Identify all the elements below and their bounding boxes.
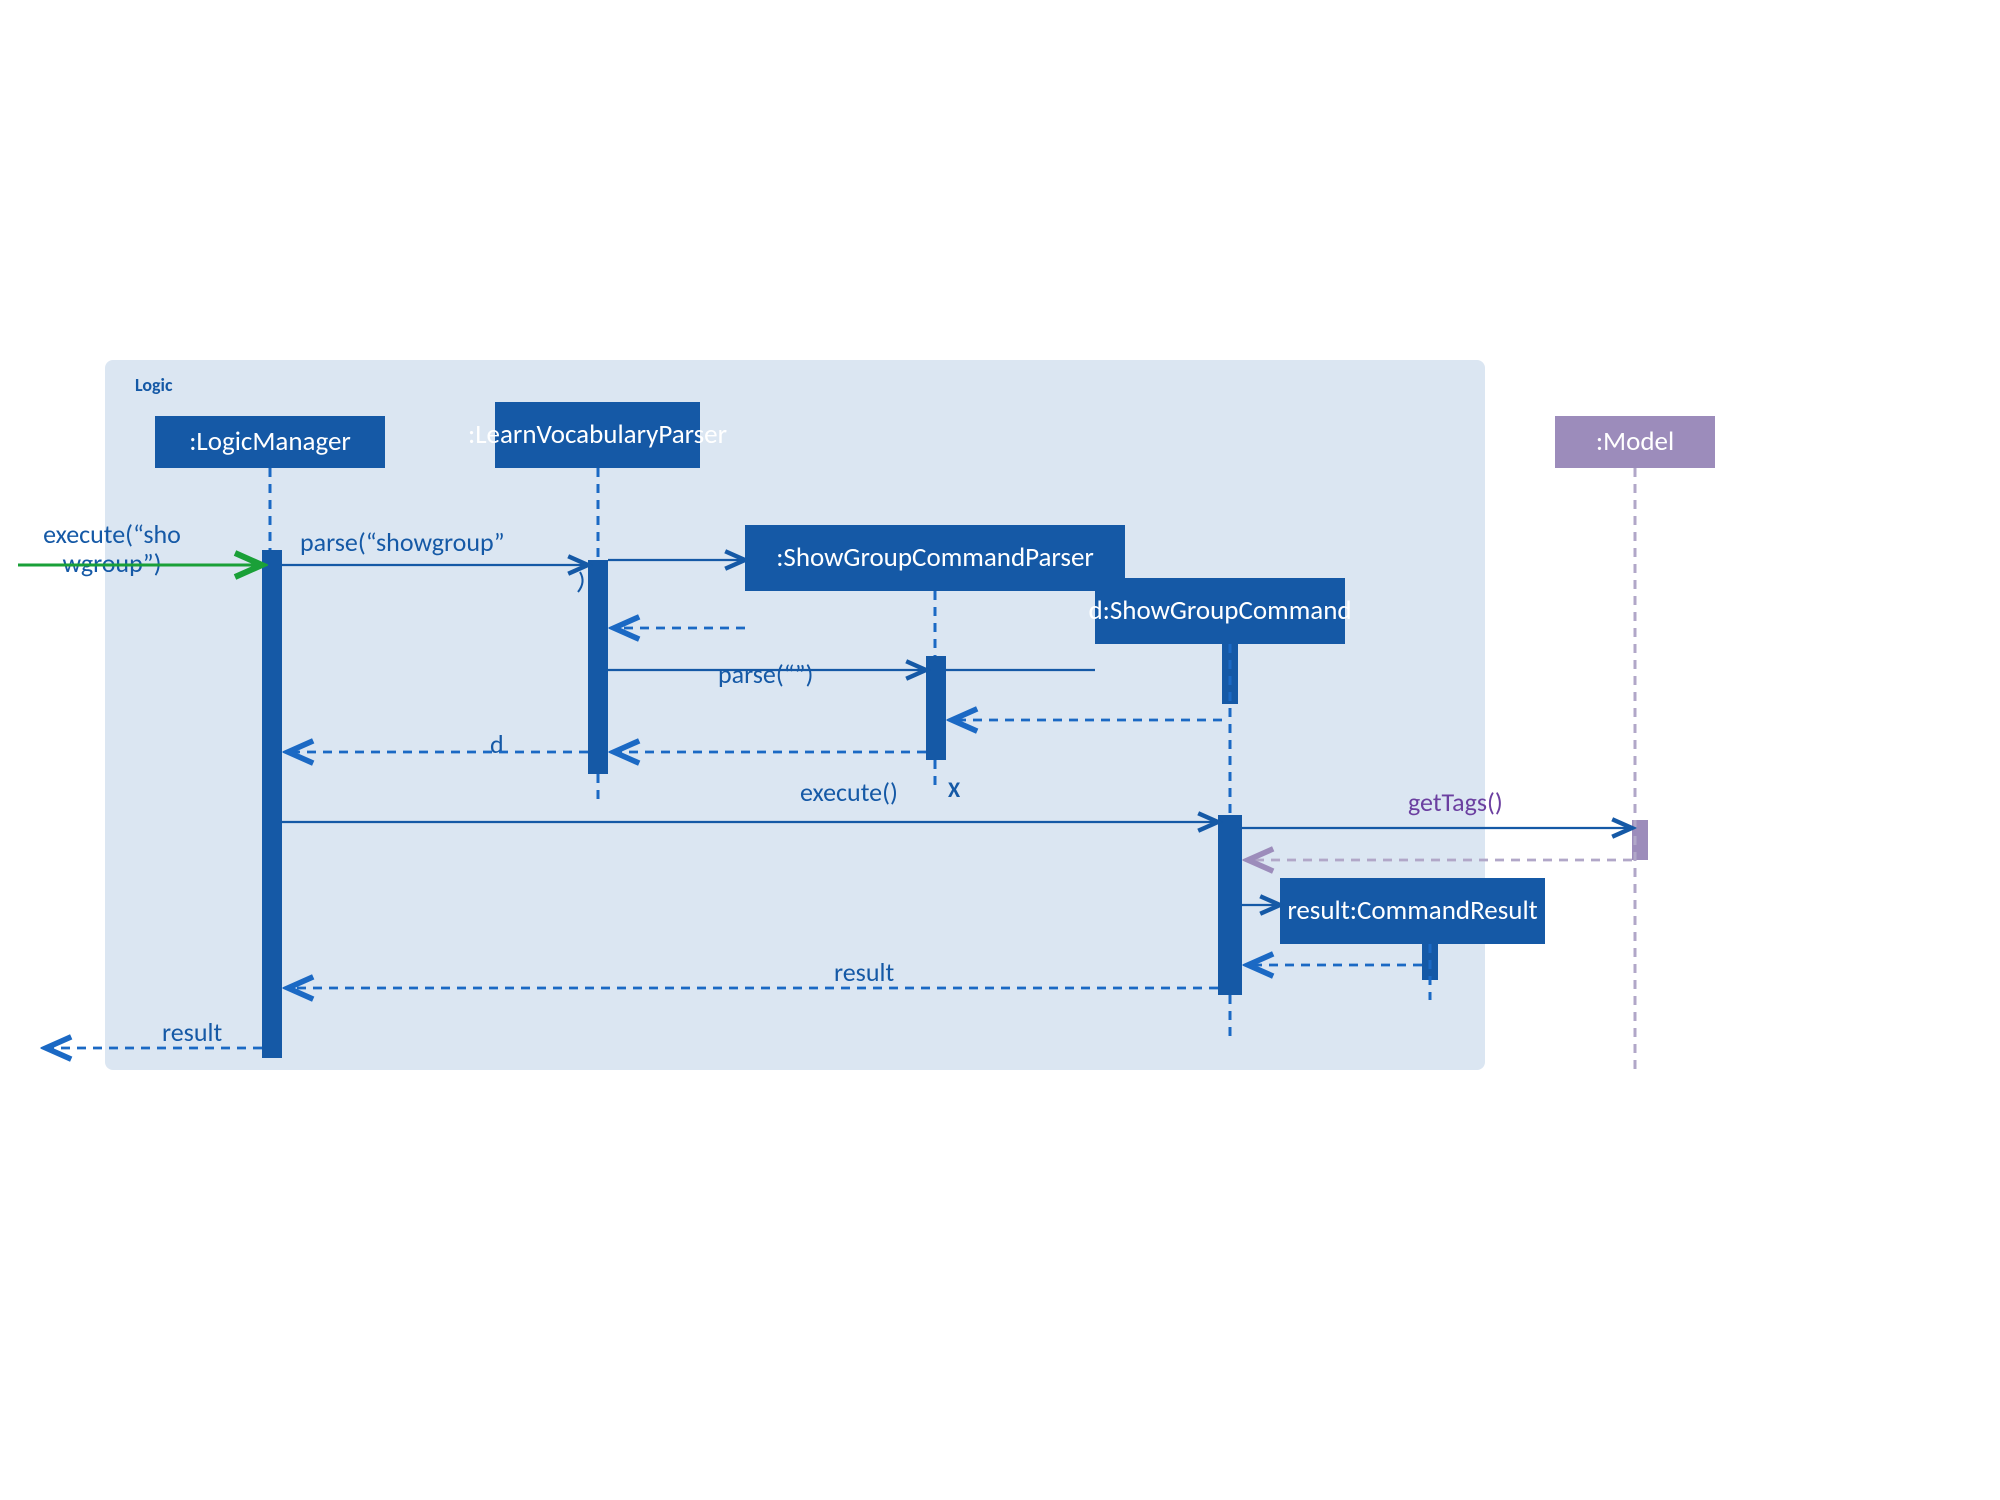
label-parse2: parse(“”)	[718, 660, 813, 689]
lifeline-model: :Model	[1555, 416, 1715, 468]
label-gettags: getTags()	[1408, 788, 1503, 817]
label-result-return: result	[834, 958, 894, 987]
label-d-return: d	[490, 730, 504, 759]
lifeline-showgroup-command-parser: :ShowGroupCommandParser	[745, 525, 1125, 591]
activation-scg-2	[1218, 815, 1242, 995]
label-result-out: result	[162, 1018, 222, 1047]
lifeline-learn-vocabulary-parser: :LearnVocabularyParser	[495, 402, 700, 468]
activation-model	[1632, 820, 1648, 860]
activation-scg-1	[1222, 644, 1238, 704]
logic-frame-label: Logic	[135, 374, 173, 396]
activation-scgp	[926, 656, 946, 760]
label-parse1: parse(“showgroup”	[300, 528, 505, 557]
activation-result	[1422, 944, 1438, 980]
lifeline-parser-label: :LearnVocabularyParser	[468, 419, 727, 450]
label-execute-in: execute(“sho wgroup”)	[12, 520, 212, 577]
lifeline-showgroup-command: d:ShowGroupCommand	[1095, 578, 1345, 644]
lifeline-logic-manager: :LogicManager	[155, 416, 385, 468]
lifeline-result-label: result:CommandResult	[1287, 895, 1537, 926]
lifeline-model-label: :Model	[1596, 426, 1674, 457]
activation-parser	[588, 560, 608, 774]
lifeline-scg-label: d:ShowGroupCommand	[1088, 595, 1351, 626]
lifeline-logic-manager-label: :LogicManager	[189, 426, 351, 457]
activation-logic	[262, 550, 282, 1058]
lifeline-scgp-label: :ShowGroupCommandParser	[776, 542, 1094, 573]
destroy-x-icon: X	[948, 778, 960, 802]
lifeline-command-result: result:CommandResult	[1280, 878, 1545, 944]
label-execute2: execute()	[800, 778, 898, 807]
